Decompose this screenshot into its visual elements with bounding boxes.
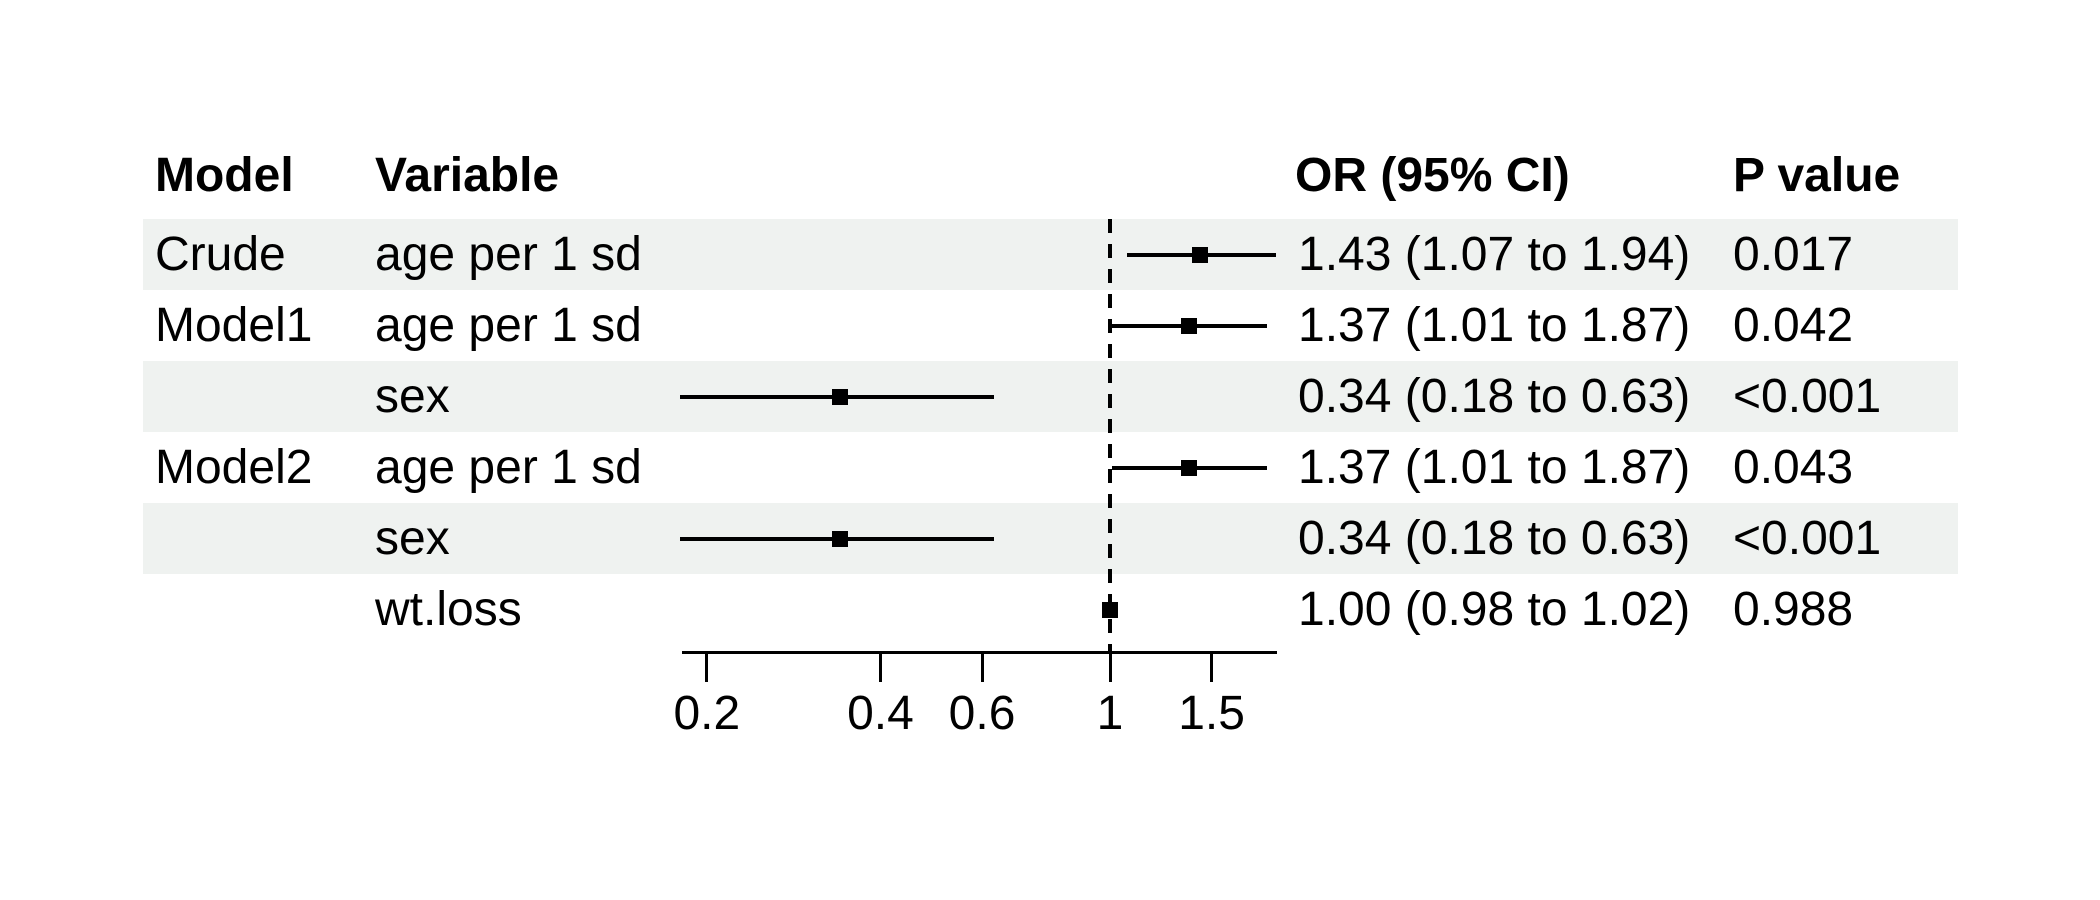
cell-model: Model1 [155, 298, 313, 352]
point-estimate-marker [1180, 317, 1197, 334]
column-header-p-value: P value [1733, 149, 1901, 202]
column-header-model: Model [155, 149, 294, 202]
point-estimate-marker [831, 530, 848, 547]
cell-variable: age per 1 sd [375, 440, 642, 494]
cell-variable: age per 1 sd [375, 227, 642, 281]
reference-line [1108, 219, 1112, 652]
x-axis-tick-label: 0.2 [673, 687, 741, 740]
point-estimate-marker [1191, 246, 1208, 263]
cell-p-value: <0.001 [1733, 511, 1882, 565]
cell-or-ci: 1.37 (1.01 to 1.87) [1298, 440, 1691, 494]
x-axis-tick [705, 652, 709, 682]
x-axis-tick-label: 1 [1096, 687, 1124, 740]
x-axis-tick-label: 0.4 [847, 687, 914, 740]
cell-p-value: <0.001 [1733, 369, 1882, 423]
x-axis-tick-label: 1.5 [1178, 687, 1245, 740]
cell-or-ci: 0.34 (0.18 to 0.63) [1298, 511, 1691, 565]
cell-variable: sex [375, 369, 450, 423]
cell-model: Crude [155, 227, 286, 281]
cell-p-value: 0.043 [1733, 440, 1854, 494]
cell-p-value: 0.042 [1733, 298, 1854, 352]
cell-p-value: 0.988 [1733, 582, 1854, 636]
row-shade [143, 361, 1958, 432]
cell-model: Model2 [155, 440, 313, 494]
cell-or-ci: 1.00 (0.98 to 1.02) [1298, 582, 1691, 636]
cell-variable: age per 1 sd [375, 298, 642, 352]
cell-or-ci: 1.37 (1.01 to 1.87) [1298, 298, 1691, 352]
column-header-or-ci: OR (95% CI) [1295, 149, 1570, 202]
x-axis-tick [1108, 652, 1112, 682]
x-axis-tick [1210, 652, 1214, 682]
column-header-variable: Variable [375, 149, 560, 202]
cell-p-value: 0.017 [1733, 227, 1854, 281]
x-axis-tick-label: 0.6 [948, 687, 1016, 740]
row-shade [143, 219, 1958, 290]
point-estimate-marker [1180, 459, 1197, 476]
x-axis-tick [878, 652, 882, 682]
cell-or-ci: 0.34 (0.18 to 0.63) [1298, 369, 1691, 423]
cell-or-ci: 1.43 (1.07 to 1.94) [1298, 227, 1691, 281]
point-estimate-marker [831, 388, 848, 405]
cell-variable: wt.loss [375, 582, 522, 636]
x-axis-tick [980, 652, 984, 682]
row-shade [143, 503, 1958, 574]
x-axis-line [682, 651, 1277, 654]
point-estimate-marker [1102, 601, 1118, 618]
cell-variable: sex [375, 511, 450, 565]
